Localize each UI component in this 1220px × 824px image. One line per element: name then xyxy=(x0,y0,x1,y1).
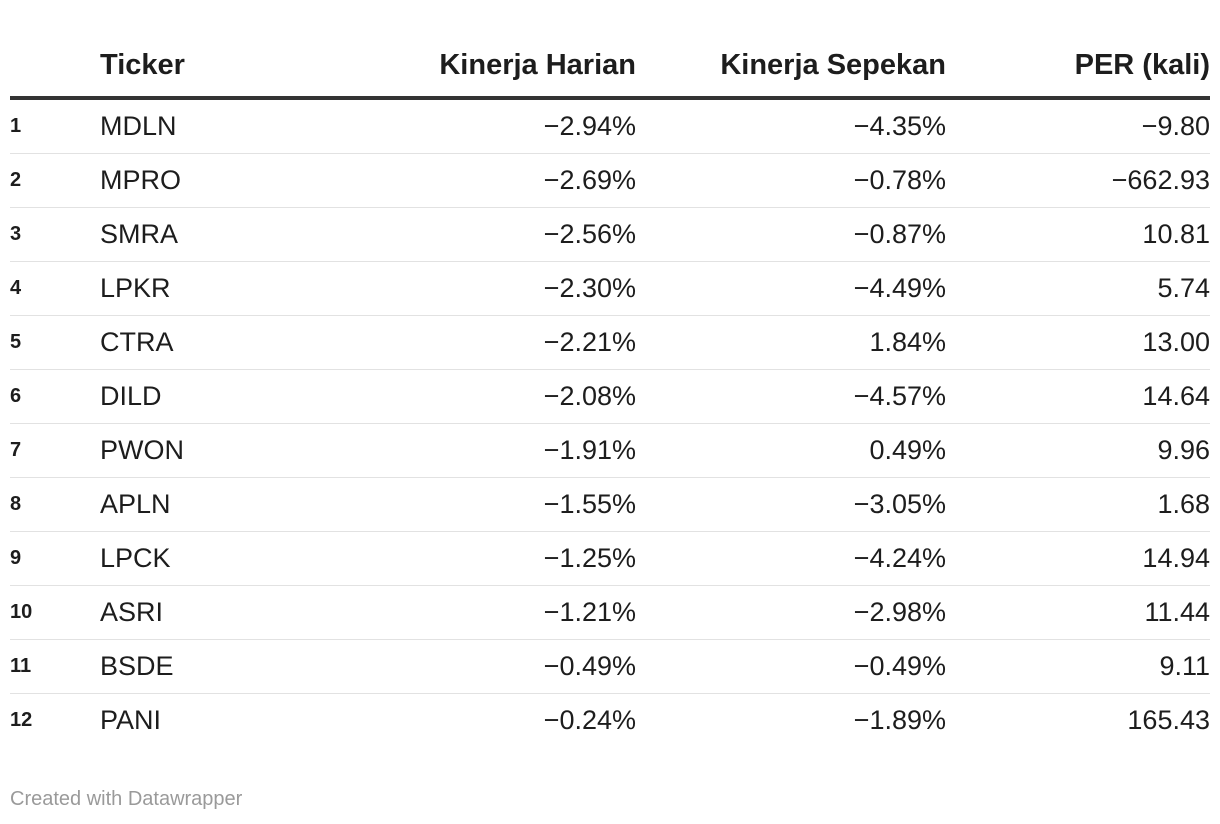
cell-weekly-performance: −0.78% xyxy=(636,153,946,208)
cell-ticker: LPKR xyxy=(100,261,300,316)
cell-ticker: MPRO xyxy=(100,153,300,208)
cell-rank: 2 xyxy=(10,153,100,208)
data-table: Ticker Kinerja Harian Kinerja Sepekan PE… xyxy=(10,34,1210,747)
cell-per: 14.64 xyxy=(946,369,1210,424)
cell-daily-performance: −1.55% xyxy=(300,477,636,532)
cell-rank: 11 xyxy=(10,639,100,694)
cell-weekly-performance: −2.98% xyxy=(636,585,946,640)
table-row: 3 SMRA −2.56% −0.87% 10.81 xyxy=(10,207,1210,262)
table-row: 10 ASRI −1.21% −2.98% 11.44 xyxy=(10,585,1210,640)
cell-rank: 1 xyxy=(10,98,100,154)
cell-ticker: CTRA xyxy=(100,315,300,370)
cell-weekly-performance: −4.35% xyxy=(636,98,946,154)
table-row: 12 PANI −0.24% −1.89% 165.43 xyxy=(10,694,1210,748)
cell-weekly-performance: 0.49% xyxy=(636,423,946,478)
table-row: 6 DILD −2.08% −4.57% 14.64 xyxy=(10,369,1210,424)
cell-rank: 7 xyxy=(10,423,100,478)
cell-weekly-performance: −0.87% xyxy=(636,207,946,262)
cell-ticker: MDLN xyxy=(100,98,300,154)
table-row: 9 LPCK −1.25% −4.24% 14.94 xyxy=(10,531,1210,586)
header-rank xyxy=(10,34,100,100)
table-row: 8 APLN −1.55% −3.05% 1.68 xyxy=(10,477,1210,532)
header-weekly-performance[interactable]: Kinerja Sepekan xyxy=(636,34,946,100)
cell-rank: 4 xyxy=(10,261,100,316)
table-body: 1 MDLN −2.94% −4.35% −9.80 2 MPRO −2.69% −0.78% −… xyxy=(10,98,1210,747)
cell-per: 10.81 xyxy=(946,207,1210,262)
header-per[interactable]: PER (kali) xyxy=(946,34,1210,100)
table-row: 7 PWON −1.91% 0.49% 9.96 xyxy=(10,423,1210,478)
cell-ticker: ASRI xyxy=(100,585,300,640)
table-row: 4 LPKR −2.30% −4.49% 5.74 xyxy=(10,261,1210,316)
cell-per: 9.96 xyxy=(946,423,1210,478)
cell-per: 165.43 xyxy=(1127,705,1210,735)
header-row: Ticker Kinerja Harian Kinerja Sepekan PE… xyxy=(10,34,1210,100)
cell-daily-performance: −1.91% xyxy=(300,423,636,478)
cell-weekly-performance: −4.49% xyxy=(636,261,946,316)
cell-rank: 12 xyxy=(10,709,33,731)
cell-ticker: PANI xyxy=(100,705,162,735)
cell-per: 5.74 xyxy=(946,261,1210,316)
cell-daily-performance: −0.49% xyxy=(300,639,636,694)
table-header: Ticker Kinerja Harian Kinerja Sepekan PE… xyxy=(10,34,1210,100)
cell-daily-performance: −2.30% xyxy=(300,261,636,316)
cell-rank: 8 xyxy=(10,477,100,532)
table-row: 5 CTRA −2.21% 1.84% 13.00 xyxy=(10,315,1210,370)
cell-daily-performance: −2.56% xyxy=(300,207,636,262)
footer-credit: Created with Datawrapper xyxy=(10,788,243,810)
cell-ticker: LPCK xyxy=(100,531,300,586)
cell-weekly-performance: 1.84% xyxy=(636,315,946,370)
cell-rank: 9 xyxy=(10,531,100,586)
cell-weekly-performance: −0.49% xyxy=(636,639,946,694)
cell-daily-performance: −0.24% xyxy=(543,705,636,735)
table-row: 1 MDLN −2.94% −4.35% −9.80 xyxy=(10,98,1210,154)
cell-weekly-performance: −3.05% xyxy=(636,477,946,532)
cell-daily-performance: −1.21% xyxy=(300,585,636,640)
cell-per: 9.11 xyxy=(946,639,1210,694)
cell-ticker: APLN xyxy=(100,477,300,532)
cell-per: 13.00 xyxy=(946,315,1210,370)
cell-daily-performance: −2.08% xyxy=(300,369,636,424)
cell-per: −662.93 xyxy=(946,153,1210,208)
cell-rank: 10 xyxy=(10,585,100,640)
cell-per: 11.44 xyxy=(946,585,1210,640)
table-row: 11 BSDE −0.49% −0.49% 9.11 xyxy=(10,639,1210,694)
cell-daily-performance: −2.69% xyxy=(300,153,636,208)
header-ticker[interactable]: Ticker xyxy=(100,34,300,100)
cell-weekly-performance: −1.89% xyxy=(853,705,946,735)
cell-weekly-performance: −4.57% xyxy=(636,369,946,424)
cell-per: 1.68 xyxy=(946,477,1210,532)
cell-ticker: SMRA xyxy=(100,207,300,262)
cell-daily-performance: −1.25% xyxy=(300,531,636,586)
cell-ticker: PWON xyxy=(100,423,300,478)
cell-daily-performance: −2.94% xyxy=(300,98,636,154)
cell-rank: 6 xyxy=(10,369,100,424)
table-row: 2 MPRO −2.69% −0.78% −662.93 xyxy=(10,153,1210,208)
cell-rank: 5 xyxy=(10,315,100,370)
cell-ticker: BSDE xyxy=(100,639,300,694)
cell-daily-performance: −2.21% xyxy=(300,315,636,370)
cell-per: −9.80 xyxy=(946,98,1210,154)
cell-per: 14.94 xyxy=(946,531,1210,586)
cell-rank: 3 xyxy=(10,207,100,262)
header-daily-performance[interactable]: Kinerja Harian xyxy=(300,34,636,100)
cell-weekly-performance: −4.24% xyxy=(636,531,946,586)
cell-ticker: DILD xyxy=(100,369,300,424)
